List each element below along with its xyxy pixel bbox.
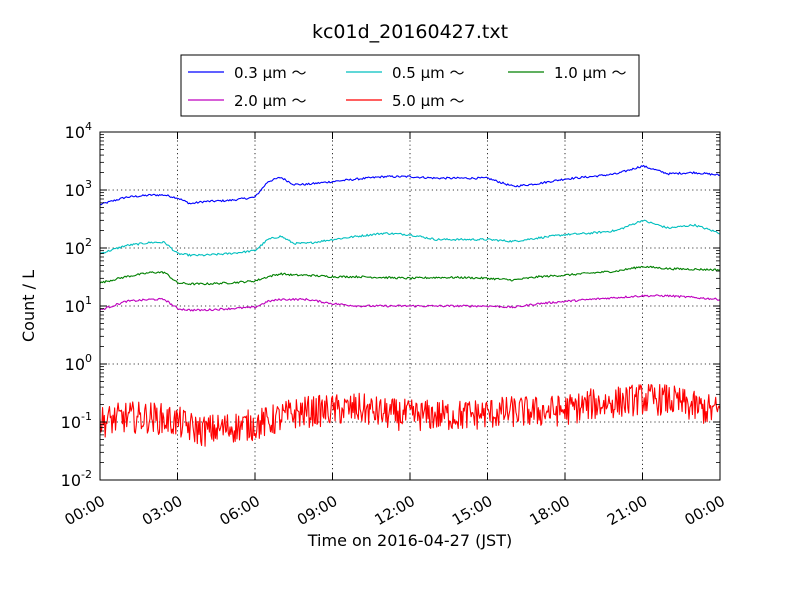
- x-tick-labels: 00:00 03:00 06:00 09:00 12:00 15:00 18:00 21:00…: [62, 492, 728, 529]
- legend-label: 0.5 μm ～: [392, 64, 465, 82]
- x-tick-label: 00:00: [62, 492, 108, 529]
- y-axis-label: Count / L: [19, 270, 38, 342]
- axis-ticks: [99, 131, 721, 481]
- series-line: [99, 164, 721, 206]
- legend-label: 1.0 μm ～: [554, 64, 627, 82]
- series-line: [99, 219, 721, 257]
- x-tick-label: 03:00: [139, 492, 185, 529]
- series-line: [99, 265, 721, 286]
- y-tick-label: 101: [65, 294, 92, 316]
- y-tick-label: 100: [65, 352, 92, 374]
- y-tick-label: 102: [65, 236, 92, 258]
- series-line: [99, 383, 721, 447]
- series-lines: [99, 164, 721, 447]
- legend-label: 5.0 μm ～: [392, 92, 465, 110]
- chart-title: kc01d_20160427.txt: [312, 21, 508, 43]
- y-tick-labels: 10-2 10-1 100 101 102 103 104: [61, 120, 92, 490]
- x-tick-label: 18:00: [527, 492, 573, 529]
- legend-box: [180, 54, 640, 117]
- x-tick-label: 12:00: [372, 492, 418, 529]
- x-tick-label: 09:00: [294, 492, 340, 529]
- legend-label: 0.3 μm ～: [234, 64, 307, 82]
- grid: [100, 132, 720, 480]
- x-axis-label: Time on 2016-04-27 (JST): [307, 531, 512, 550]
- y-tick-label: 104: [65, 120, 92, 142]
- x-tick-label: 06:00: [217, 492, 263, 529]
- y-tick-label: 10-1: [61, 410, 92, 432]
- legend: 0.3 μm ～ 0.5 μm ～ 1.0 μm ～ 2.0 μm ～ 5.0 μm ～: [180, 54, 640, 117]
- y-tick-label: 10-2: [61, 468, 92, 490]
- series-line: [99, 294, 721, 312]
- x-tick-label: 00:00: [682, 492, 728, 529]
- y-tick-label: 103: [65, 178, 92, 200]
- x-tick-label: 21:00: [604, 492, 650, 529]
- x-tick-label: 15:00: [449, 492, 495, 529]
- legend-label: 2.0 μm ～: [234, 92, 307, 110]
